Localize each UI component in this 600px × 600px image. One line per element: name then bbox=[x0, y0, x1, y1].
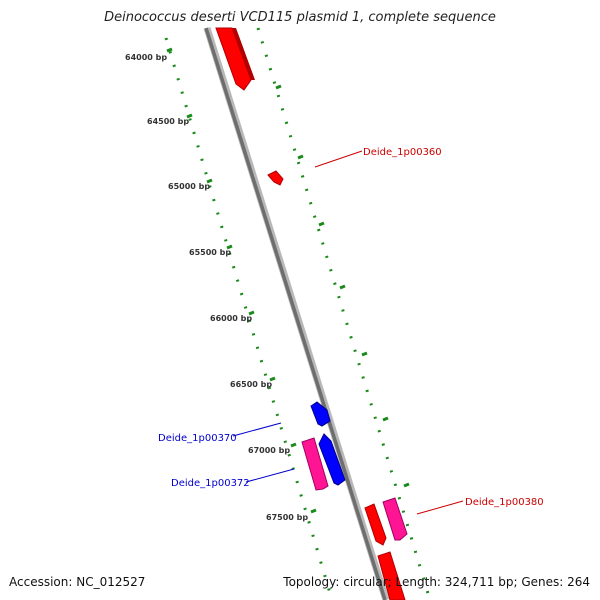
tick-label: 67500 bp bbox=[266, 513, 308, 522]
tick-label: 66500 bp bbox=[230, 380, 272, 389]
callout-line bbox=[232, 422, 282, 437]
gene-deide-1p00380[interactable] bbox=[382, 497, 408, 541]
summary-text: Topology: circular; Length: 324,711 bp; … bbox=[283, 575, 590, 589]
tick-label: 65500 bp bbox=[189, 248, 231, 257]
gene-deide-1p00372-reverse[interactable] bbox=[318, 433, 346, 486]
tick-label: 64500 bp bbox=[147, 117, 189, 126]
callout-line bbox=[416, 500, 464, 515]
gene-deide-1p00360[interactable] bbox=[267, 170, 284, 186]
gene-bottom-edge[interactable] bbox=[377, 551, 406, 600]
tick-label: 64000 bp bbox=[125, 53, 167, 62]
outer-major-ticks bbox=[275, 84, 410, 488]
callout-line bbox=[245, 468, 295, 483]
gene-label-deide-1p00380[interactable]: Deide_1p00380 bbox=[465, 497, 544, 508]
gene-top-forward[interactable] bbox=[215, 27, 255, 91]
tick-label: 65000 bp bbox=[168, 182, 210, 191]
gene-deide-1p00370[interactable] bbox=[310, 401, 331, 427]
gene-label-deide-1p00370[interactable]: Deide_1p00370 bbox=[158, 433, 237, 444]
gene-bottom-forward-red[interactable] bbox=[364, 503, 387, 546]
accession-text: Accession: NC_012527 bbox=[9, 575, 146, 589]
gene-label-deide-1p00372[interactable]: Deide_1p00372 bbox=[171, 478, 250, 489]
callout-line bbox=[314, 150, 363, 168]
gene-deide-1p00372-forward[interactable] bbox=[301, 437, 329, 491]
tick-label: 66000 bp bbox=[210, 314, 252, 323]
tick-label: 67000 bp bbox=[248, 446, 290, 455]
map-title: Deinococcus deserti VCD115 plasmid 1, co… bbox=[104, 10, 496, 25]
gene-label-deide-1p00360[interactable]: Deide_1p00360 bbox=[363, 147, 442, 158]
major-ticks bbox=[166, 47, 317, 514]
outer-tick-track bbox=[256, 27, 432, 600]
backbone bbox=[204, 27, 387, 600]
